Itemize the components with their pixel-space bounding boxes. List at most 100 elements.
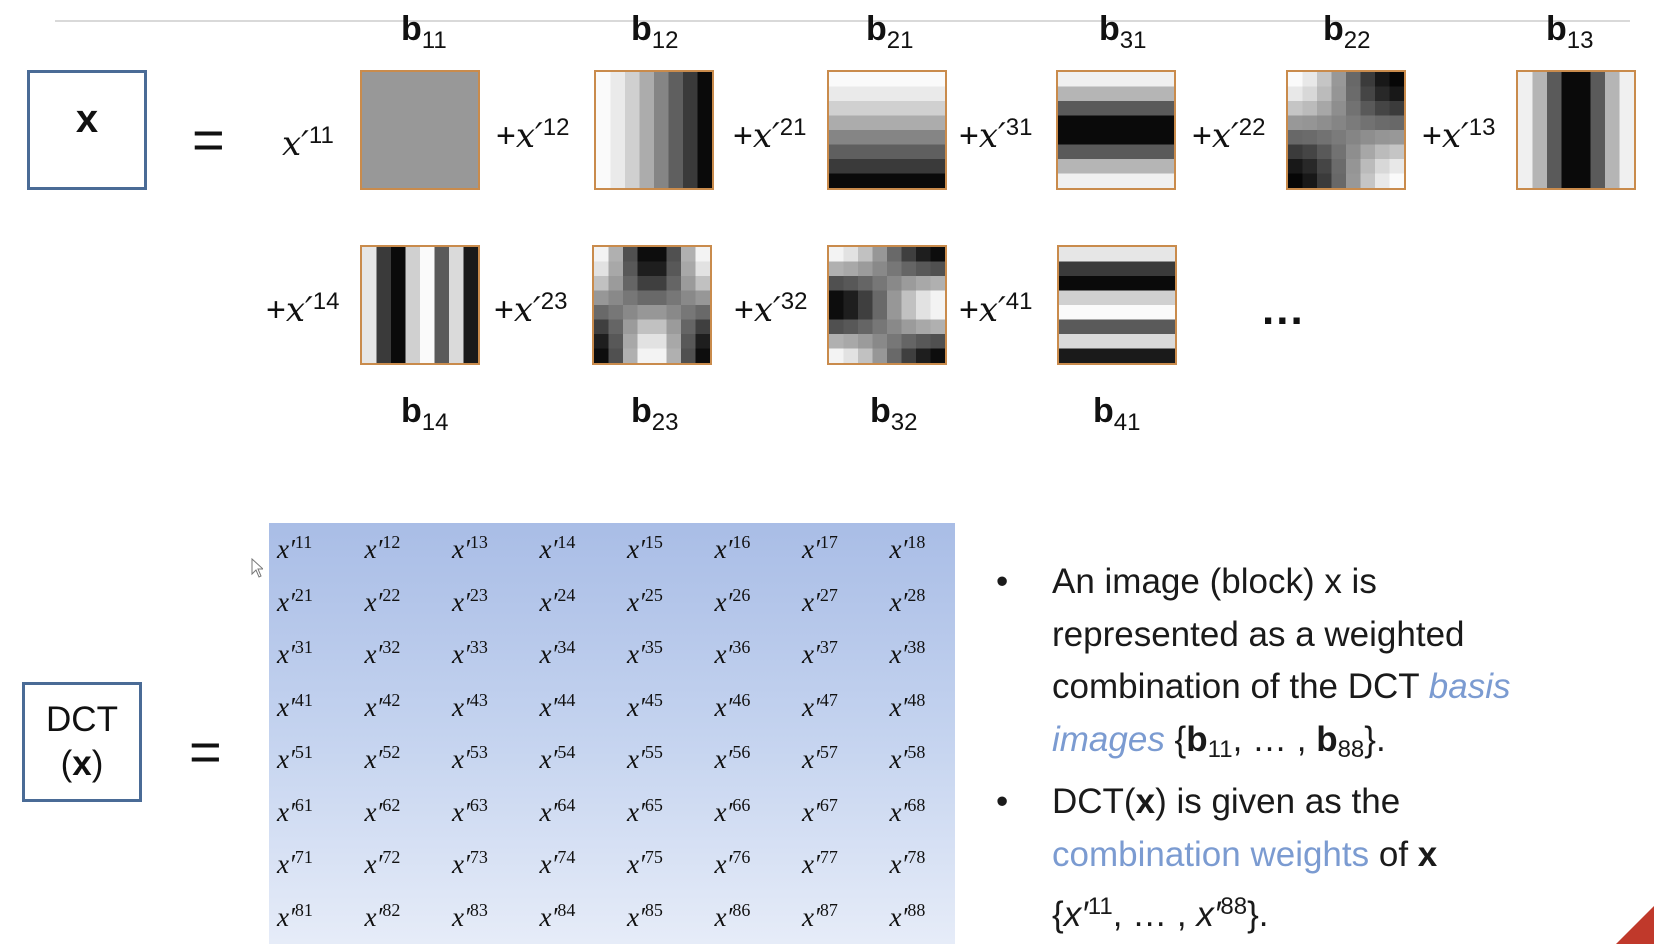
coef-x12: +x′12 <box>496 114 570 156</box>
bullet-basis-images: • An image (block) x is represented as a… <box>996 556 1636 776</box>
matrix-cell: x′26 <box>714 584 751 617</box>
matrix-cell: x′66 <box>714 794 751 827</box>
basis-image-b14 <box>360 245 480 365</box>
matrix-cell: x′24 <box>539 584 576 617</box>
matrix-cell: x′18 <box>889 532 926 564</box>
matrix-cell: x′84 <box>539 899 576 932</box>
matrix-cell: x′75 <box>627 847 663 879</box>
basis-image-b21 <box>827 70 947 190</box>
dct-box: DCT (x) <box>22 682 142 802</box>
bullet2-line3: {x′11, … , x′88}. <box>1052 893 1269 934</box>
matrix-cell: x′58 <box>889 742 926 774</box>
matrix-cell: x′12 <box>364 532 401 564</box>
matrix-cell: x′46 <box>714 689 751 722</box>
coef-x14: +x′14 <box>266 288 340 330</box>
matrix-cell: x′45 <box>627 689 663 722</box>
matrix-cell: x′23 <box>452 584 488 617</box>
basis-label-b21: b21 <box>866 10 914 54</box>
mouse-cursor-icon <box>251 558 263 578</box>
matrix-cell: x′21 <box>277 584 313 617</box>
explanation-bullets: • An image (block) x is represented as a… <box>996 556 1636 942</box>
matrix-cell: x′31 <box>277 637 313 669</box>
basis-image-b32 <box>827 245 947 365</box>
matrix-cell: x′33 <box>452 637 488 669</box>
coef-x13: +x′13 <box>1422 114 1496 156</box>
matrix-cell: x′54 <box>539 742 576 774</box>
matrix-cell: x′77 <box>802 847 838 879</box>
dct-box-argument: (x) <box>60 744 104 783</box>
matrix-cell: x′53 <box>452 742 488 774</box>
coef-x21: +x′21 <box>733 114 807 156</box>
equals-sign-bottom: = <box>189 720 222 783</box>
basis-label-b11: b11 <box>401 10 447 54</box>
ellipsis: ... <box>1262 285 1305 334</box>
coef-x32: +x′32 <box>734 288 808 330</box>
matrix-cell: x′51 <box>277 742 313 774</box>
coef-x31: +x′31 <box>959 114 1033 156</box>
basis-image-b11 <box>360 70 480 190</box>
basis-label-b12: b12 <box>631 10 679 54</box>
coef-x22: +x′22 <box>1192 114 1266 156</box>
matrix-cell: x′76 <box>714 847 751 879</box>
matrix-cell: x′87 <box>802 899 838 932</box>
coef-x41: +x′41 <box>959 288 1033 330</box>
bullet1-line2: represented as a weighted <box>1052 614 1465 654</box>
matrix-cell: x′65 <box>627 794 663 827</box>
matrix-cell: x′37 <box>802 637 838 669</box>
basis-image-b23 <box>592 245 712 365</box>
basis-label-b32: b32 <box>870 392 918 436</box>
x-image-box: x <box>27 70 147 190</box>
basis-label-b31: b31 <box>1099 10 1147 54</box>
matrix-cell: x′52 <box>364 742 401 774</box>
basis-label-b14: b14 <box>401 392 449 436</box>
bullet2-line1: DCT(x) is given as the <box>1052 782 1401 821</box>
dct-coefficient-matrix: x′11 x′12 x′13 x′14 x′15 x′16 x′17 x′18 x′21 x′22… <box>269 523 955 944</box>
matrix-cell: x′44 <box>539 689 576 722</box>
bullet1-line3: combination of the DCT basis <box>1052 667 1511 706</box>
coef-x11: x′11 <box>282 122 334 164</box>
basis-label-b41: b41 <box>1093 392 1141 436</box>
matrix-cell: x′86 <box>714 899 751 932</box>
matrix-cell: x′38 <box>889 637 926 669</box>
basis-image-b41 <box>1057 245 1177 365</box>
matrix-cell: x′47 <box>802 689 838 722</box>
matrix-cell: x′22 <box>364 584 401 617</box>
bullet1-line4: images {b11, … , b88}. <box>1052 719 1386 763</box>
matrix-cell: x′11 <box>277 532 313 564</box>
matrix-cell: x′43 <box>452 689 488 722</box>
matrix-cell: x′15 <box>627 532 663 564</box>
matrix-cell: x′68 <box>889 794 926 827</box>
dct-box-title: DCT <box>46 700 118 739</box>
matrix-cell: x′81 <box>277 899 313 932</box>
matrix-cell: x′28 <box>889 584 926 617</box>
matrix-cell: x′72 <box>364 847 401 879</box>
matrix-cell: x′85 <box>627 899 663 932</box>
basis-image-b22 <box>1286 70 1406 190</box>
bullet-dot: • <box>996 562 1009 601</box>
equals-sign-top: = <box>192 108 225 171</box>
matrix-cell: x′16 <box>714 532 751 564</box>
matrix-cell: x′55 <box>627 742 663 774</box>
matrix-cell: x′27 <box>802 584 838 617</box>
matrix-cell: x′56 <box>714 742 751 774</box>
matrix-cell: x′62 <box>364 794 401 827</box>
bullet-combination-weights: • DCT(x) is given as the combination wei… <box>996 776 1636 942</box>
bullet-dot: • <box>996 782 1009 821</box>
matrix-cell: x′63 <box>452 794 488 827</box>
matrix-cell: x′32 <box>364 637 401 669</box>
matrix-cell: x′13 <box>452 532 488 564</box>
matrix-cell: x′83 <box>452 899 488 932</box>
matrix-cell: x′57 <box>802 742 838 774</box>
matrix-cell: x′48 <box>889 689 926 722</box>
matrix-cell: x′25 <box>627 584 663 617</box>
matrix-cell: x′17 <box>802 532 838 564</box>
coef-x23: +x′23 <box>494 288 568 330</box>
matrix-cell: x′36 <box>714 637 751 669</box>
basis-label-b23: b23 <box>631 392 679 436</box>
basis-label-b22: b22 <box>1323 10 1371 54</box>
matrix-cell: x′61 <box>277 794 313 827</box>
matrix-cell: x′14 <box>539 532 576 564</box>
basis-image-b31 <box>1056 70 1176 190</box>
slide-corner-decoration <box>1616 906 1654 944</box>
matrix-cell: x′41 <box>277 689 313 722</box>
